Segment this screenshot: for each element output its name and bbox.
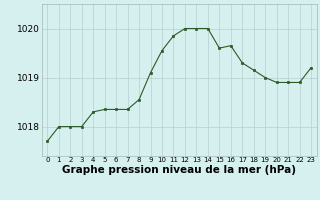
X-axis label: Graphe pression niveau de la mer (hPa): Graphe pression niveau de la mer (hPa) bbox=[62, 165, 296, 175]
